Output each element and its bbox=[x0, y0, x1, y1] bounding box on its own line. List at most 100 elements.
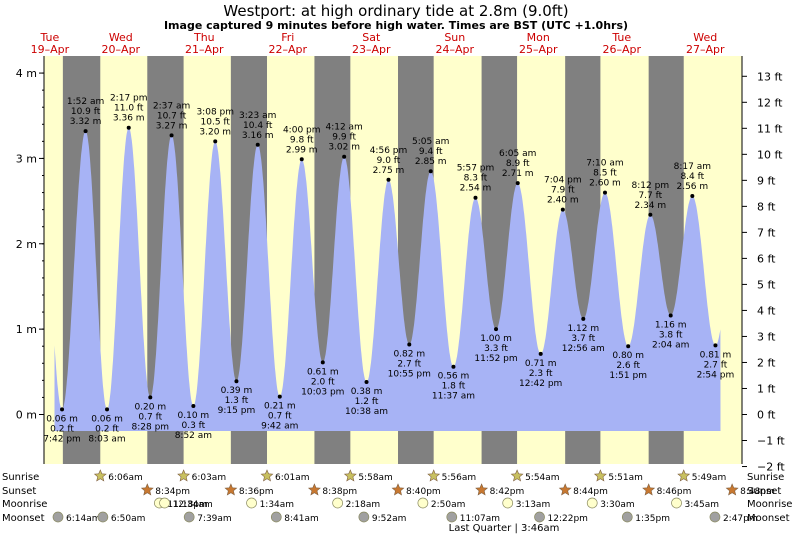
sunrise-icon bbox=[260, 469, 274, 482]
tide-label: 12:42 pm bbox=[519, 379, 562, 389]
left-tick-label: 3 m bbox=[16, 152, 37, 165]
tide-label: 8:12 pm bbox=[632, 181, 670, 191]
tide-label: 0.38 m bbox=[351, 387, 383, 397]
moonset-icon bbox=[183, 511, 195, 523]
moonset-icon bbox=[534, 511, 545, 523]
tide-label: 1.3 ft bbox=[225, 396, 249, 406]
day-date: 25–Apr bbox=[519, 43, 558, 56]
tide-point bbox=[428, 169, 433, 174]
sunset-row-label-left: Sunset bbox=[2, 486, 36, 497]
tide-point bbox=[342, 154, 347, 159]
tide-label: 2.34 m bbox=[634, 201, 666, 211]
tide-label: 8:28 pm bbox=[132, 422, 170, 432]
tide-point bbox=[538, 351, 543, 356]
moonrise-time: 2:50am bbox=[431, 500, 466, 510]
tide-label: 9.8 ft bbox=[290, 135, 314, 145]
sunset-time: 8:40pm bbox=[406, 487, 441, 497]
tide-label: 2.75 m bbox=[373, 166, 405, 176]
tide-label: 0.71 m bbox=[525, 359, 557, 369]
tide-label: 5:57 pm bbox=[457, 164, 495, 174]
tide-label: 2:54 pm bbox=[697, 370, 735, 380]
tide-label: 2:37 am bbox=[153, 101, 190, 111]
moonset-time: 8:41am bbox=[284, 514, 319, 524]
day-date: 21–Apr bbox=[185, 43, 224, 56]
tide-label: 4:12 am bbox=[325, 123, 362, 133]
tide-label: 0.20 m bbox=[134, 402, 166, 412]
sunrise-time: 5:56am bbox=[442, 473, 477, 483]
sun-moon-events: Sunrise Sunrise 6:06am 6:03am 6:01am 5:58am 5:… bbox=[2, 469, 792, 524]
tide-point bbox=[451, 364, 456, 369]
tide-point bbox=[277, 394, 282, 399]
tide-point bbox=[713, 343, 718, 348]
sunrise-time: 6:06am bbox=[108, 473, 143, 483]
day-date: 20–Apr bbox=[102, 43, 141, 56]
right-tick-label: −1 ft bbox=[757, 435, 785, 448]
tide-label: 8.9 ft bbox=[506, 159, 530, 169]
moonset-time: 6:50am bbox=[111, 514, 146, 524]
moonrise-icon bbox=[586, 497, 598, 509]
tide-point bbox=[407, 342, 412, 347]
moonset-icon bbox=[52, 511, 64, 523]
sunrise-icon bbox=[93, 469, 107, 482]
sunset-icon bbox=[224, 483, 238, 496]
sunrise-time: 5:54am bbox=[525, 473, 560, 483]
tide-point bbox=[213, 139, 218, 144]
tide-label: 9.9 ft bbox=[332, 133, 356, 143]
tide-label: 0.56 m bbox=[438, 372, 470, 382]
tide-point bbox=[602, 190, 607, 195]
tide-water-area bbox=[54, 127, 721, 431]
sunrise-time: 6:03am bbox=[192, 473, 227, 483]
moonset-time: 1:35pm bbox=[635, 514, 670, 524]
tide-label: 1:51 pm bbox=[609, 371, 647, 381]
sunset-icon bbox=[642, 483, 656, 496]
moonset-time: 2:47pm bbox=[723, 514, 758, 524]
sunrise-icon bbox=[427, 469, 441, 482]
tide-label: 7:04 pm bbox=[544, 176, 582, 186]
tide-point bbox=[494, 327, 499, 332]
moonset-icon bbox=[358, 511, 370, 523]
moonset-row-label-left: Moonset bbox=[2, 513, 45, 524]
tide-label: 0.7 ft bbox=[138, 412, 162, 422]
tide-label: 0.06 m bbox=[46, 414, 78, 424]
right-tick-label: 7 ft bbox=[757, 226, 776, 239]
sunrise-time: 5:51am bbox=[608, 473, 643, 483]
sunset-icon bbox=[307, 483, 321, 496]
sunset-time: 8:34pm bbox=[155, 487, 190, 497]
sunrise-icon bbox=[343, 469, 357, 482]
tide-label: 2.56 m bbox=[676, 182, 708, 192]
left-tick-label: 2 m bbox=[16, 238, 37, 251]
tide-label: 0.80 m bbox=[612, 351, 644, 361]
sunrise-time: 6:01am bbox=[275, 473, 310, 483]
moonrise-row-label-left: Moonrise bbox=[2, 499, 47, 510]
moonset-time: 9:52am bbox=[372, 514, 407, 524]
tide-label: 1:52 am bbox=[67, 97, 104, 107]
tide-label: 1.00 m bbox=[480, 334, 512, 344]
moonset-time: 7:39am bbox=[197, 514, 232, 524]
tide-label: 0.39 m bbox=[221, 386, 253, 396]
tide-point bbox=[581, 316, 586, 321]
day-name: Fri bbox=[281, 31, 294, 44]
right-tick-label: 5 ft bbox=[757, 278, 776, 291]
tide-label: 9:42 am bbox=[261, 422, 298, 432]
sunset-time: 8:44pm bbox=[573, 487, 608, 497]
tide-point bbox=[560, 207, 565, 212]
moonrise-row-label-right: Moonrise bbox=[747, 499, 792, 510]
moonrise-time: 3:30am bbox=[600, 500, 635, 510]
tide-label: 12:56 am bbox=[562, 344, 605, 354]
tide-label: 8:17 am bbox=[674, 162, 711, 172]
tide-label: 10.4 ft bbox=[243, 121, 273, 131]
moonset-icon bbox=[621, 511, 633, 523]
tide-label: 1.12 m bbox=[567, 324, 599, 334]
tide-label: 2.7 ft bbox=[397, 360, 421, 370]
moonrise-time: 11:18pm bbox=[167, 500, 207, 510]
moonrise-icon bbox=[246, 497, 257, 509]
tide-label: 3.36 m bbox=[113, 114, 145, 124]
tide-point bbox=[105, 407, 110, 412]
tide-label: 11:52 pm bbox=[474, 354, 517, 364]
day-labels: Tue19–AprWed20–AprThu21–AprFri22–AprSat2… bbox=[31, 31, 725, 56]
tide-label: 0.7 ft bbox=[268, 412, 292, 422]
tide-label: 10:03 pm bbox=[301, 387, 344, 397]
moonrise-icon bbox=[332, 497, 343, 509]
day-name: Thu bbox=[193, 31, 215, 44]
tide-label: 8:52 am bbox=[175, 431, 212, 441]
